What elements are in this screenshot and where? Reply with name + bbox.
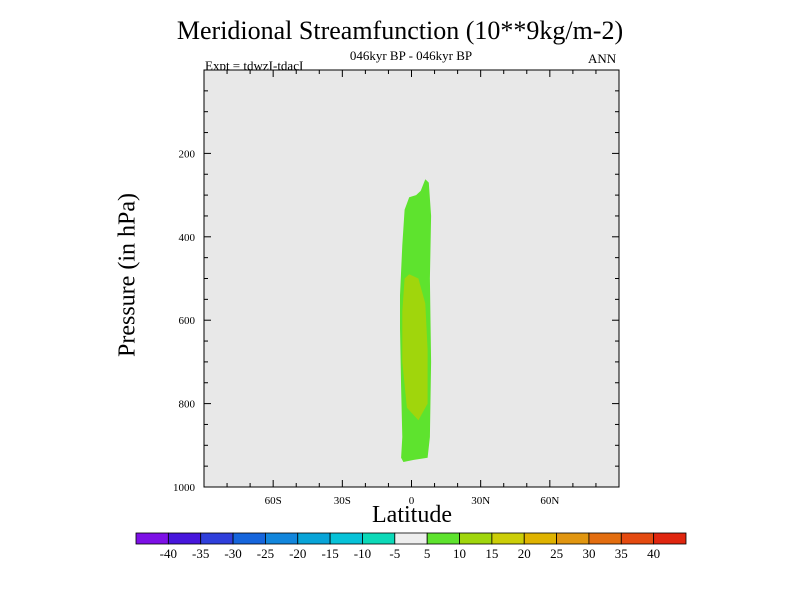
y-tick-labels: 200 400 600 800 1000: [173, 148, 196, 494]
colorbar-box: [265, 532, 299, 545]
colorbar-box: [556, 532, 590, 545]
x-tick-labels: 60S 30S 0 30N 60N: [265, 495, 560, 507]
colorbar-label: -25: [257, 546, 274, 561]
x-tick-label: 30N: [471, 495, 490, 507]
colorbar-label: -10: [354, 546, 371, 561]
colorbar-box: [394, 532, 428, 545]
colorbar-label: -35: [192, 546, 209, 561]
colorbar-label: 30: [582, 546, 595, 561]
colorbar-box: [588, 532, 622, 545]
y-tick-label: 400: [179, 232, 196, 244]
colorbar-box: [459, 532, 493, 545]
x-tick-label: 30S: [334, 495, 351, 507]
colorbar-box: [297, 532, 331, 545]
colorbar-label: 10: [453, 546, 466, 561]
colorbar-box: [653, 532, 687, 545]
chart-subtitle: 046kyr BP - 046kyr BP: [349, 48, 473, 63]
contour-region-1: [402, 274, 428, 421]
colorbar-label: 20: [518, 546, 531, 561]
experiment-label: Expt = tdwzI-tdacI: [205, 58, 304, 73]
colorbar-box: [232, 532, 266, 545]
x-tick-label: 0: [409, 495, 415, 507]
colorbar-label: -40: [160, 546, 177, 561]
x-axis-label: Latitude: [372, 502, 452, 528]
colorbar-label: -30: [224, 546, 241, 561]
colorbar-label: 35: [615, 546, 628, 561]
season-label: ANN: [588, 51, 617, 66]
colorbar-box: [200, 532, 234, 545]
y-tick-label: 800: [179, 399, 196, 411]
colorbar-label: 15: [485, 546, 498, 561]
colorbar-label: 25: [550, 546, 563, 561]
colorbar-box: [426, 532, 460, 545]
colorbar-box: [523, 532, 557, 545]
colorbar: -40 -35 -30 -25 -20 -15 -10 -5 5 10 15 20 25 30 35 40: [135, 532, 687, 561]
y-axis-label: Pressure (in hPa): [114, 193, 141, 357]
colorbar-label: 5: [424, 546, 431, 561]
colorbar-box: [167, 532, 202, 545]
colorbar-label: -20: [289, 546, 306, 561]
x-tick-label: 60N: [540, 495, 559, 507]
colorbar-label: 40: [647, 546, 660, 561]
y-tick-label: 200: [179, 148, 196, 160]
colorbar-box: [329, 532, 363, 545]
contour-layer: [400, 179, 432, 463]
colorbar-box: [620, 532, 655, 545]
colorbar-label: -5: [389, 546, 400, 561]
colorbar-box: [362, 532, 396, 545]
y-tick-label: 1000: [173, 482, 196, 494]
chart-title: Meridional Streamfunction (10**9kg/m-2): [176, 16, 624, 45]
plot-frame: [203, 69, 620, 488]
y-tick-label: 600: [179, 315, 196, 327]
x-tick-label: 60S: [265, 495, 282, 507]
colorbar-label: -15: [321, 546, 338, 561]
colorbar-box: [135, 532, 169, 545]
colorbar-box: [491, 532, 525, 545]
